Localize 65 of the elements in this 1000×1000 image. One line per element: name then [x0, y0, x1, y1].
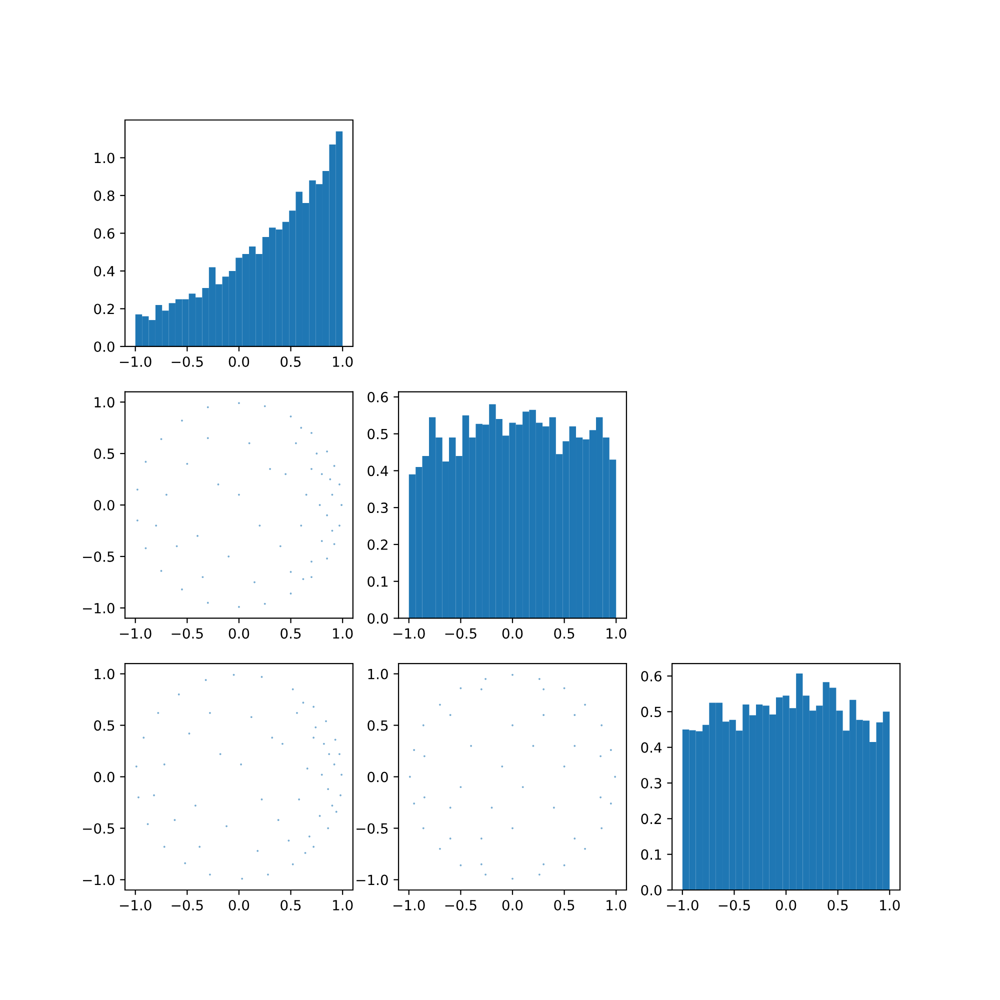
y-tick-label: 0.6 — [368, 392, 388, 402]
x-tick-label: 0.0 — [228, 628, 250, 639]
x-tick-label: −0.5 — [445, 900, 476, 910]
x-tick-label: −0.5 — [445, 628, 476, 639]
y-tick-label: 0.6 — [94, 228, 114, 239]
x-tick-label: 1.0 — [606, 628, 626, 639]
x-tick-label: −0.5 — [718, 900, 750, 910]
y-tick-label: 0.4 — [368, 466, 388, 476]
x-tick-label: 0.0 — [776, 900, 796, 910]
y-tick-label: 0.5 — [368, 428, 388, 440]
x-tick-label: 1.0 — [333, 900, 353, 910]
y-tick-label: 0.1 — [368, 576, 388, 587]
x-tick-label: 0.5 — [280, 356, 301, 367]
y-tick-label: 0.3 — [641, 778, 662, 788]
x-tick-label: −1.0 — [120, 356, 152, 367]
y-tick-label: 0.0 — [641, 884, 662, 896]
x-tick-label: 0.0 — [502, 900, 523, 910]
y-tick-label: 0.6 — [641, 670, 662, 682]
y-tick-label: 1.0 — [94, 397, 114, 408]
y-tick-label: −0.5 — [83, 823, 114, 834]
x-tick-label: 0.5 — [280, 900, 301, 910]
y-tick-label: −1.0 — [356, 874, 388, 886]
y-tick-label: 0.0 — [94, 772, 114, 782]
y-tick-label: 0.5 — [94, 720, 114, 731]
x-tick-label: 0.5 — [828, 900, 848, 910]
x-tick-label: 1.0 — [333, 356, 353, 367]
x-tick-label: 0.0 — [228, 356, 250, 367]
x-tick-label: −1.0 — [120, 900, 152, 910]
y-tick-label: −1.0 — [83, 602, 114, 614]
y-tick-label: 1.0 — [94, 668, 114, 680]
y-tick-label: 0.2 — [94, 304, 114, 314]
y-tick-label: 0.8 — [94, 190, 114, 201]
x-tick-label: −1.0 — [394, 900, 425, 910]
y-tick-label: 0.2 — [368, 539, 388, 550]
y-tick-label: −0.5 — [356, 823, 388, 834]
x-tick-label: 0.5 — [554, 900, 574, 910]
y-tick-label: 0.5 — [641, 706, 662, 718]
x-tick-label: −0.5 — [172, 900, 203, 910]
y-tick-label: 0.4 — [641, 742, 662, 753]
x-tick-label: 0.5 — [554, 628, 574, 639]
x-tick-label: 0.5 — [280, 628, 301, 639]
y-tick-label: 0.0 — [94, 500, 114, 510]
x-tick-label: −1.0 — [667, 900, 698, 910]
x-tick-label: 0.0 — [502, 628, 523, 639]
y-tick-label: 1.0 — [368, 668, 388, 680]
x-tick-label: −0.5 — [172, 628, 203, 639]
x-tick-label: −1.0 — [120, 628, 152, 639]
x-tick-label: −0.5 — [172, 356, 203, 367]
y-tick-label: 0.5 — [368, 720, 388, 731]
y-tick-label: 0.2 — [641, 814, 661, 824]
y-tick-label: 0.0 — [94, 341, 114, 352]
x-tick-label: 0.0 — [228, 900, 250, 910]
y-tick-label: 0.5 — [94, 448, 114, 460]
y-tick-label: 1.0 — [94, 152, 114, 164]
x-tick-label: 1.0 — [606, 900, 626, 910]
y-tick-label: −0.5 — [83, 551, 114, 562]
y-tick-label: −1.0 — [83, 874, 114, 886]
x-tick-label: 1.0 — [333, 628, 353, 639]
y-tick-label: 0.0 — [368, 613, 388, 624]
x-tick-label: −1.0 — [394, 628, 425, 639]
y-tick-label: 0.3 — [368, 502, 388, 514]
y-tick-label: 0.1 — [641, 849, 662, 860]
y-tick-label: 0.0 — [368, 772, 388, 782]
y-tick-label: 0.4 — [94, 266, 114, 276]
x-tick-label: 1.0 — [880, 900, 900, 910]
